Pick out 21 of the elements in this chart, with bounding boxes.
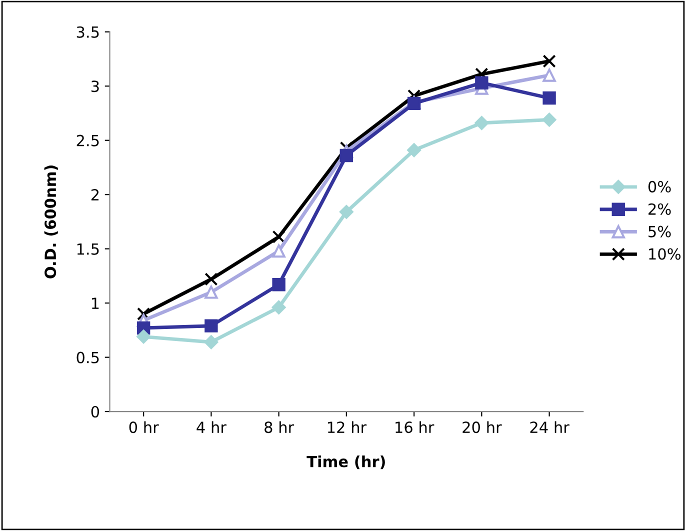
x-tick-label: 0 hr bbox=[129, 421, 159, 434]
legend-label: 10% bbox=[649, 248, 681, 260]
y-tick-label: 1.5 bbox=[77, 243, 99, 255]
y-tick-label: 0.5 bbox=[76, 352, 99, 364]
y-tick-label: 0 bbox=[91, 406, 100, 418]
x-tick-label: 8 hr bbox=[264, 421, 294, 434]
legend-label: 0% bbox=[648, 180, 671, 192]
x-tick-label: 24 hr bbox=[530, 421, 570, 433]
y-tick-label: 2 bbox=[91, 189, 99, 200]
legend-label: 2% bbox=[648, 203, 671, 215]
y-tick-label: 2.5 bbox=[76, 134, 99, 146]
y-tick-label: 1 bbox=[92, 298, 99, 309]
x-tick-label: 4 hr bbox=[196, 421, 226, 433]
x-tick-label: 20 hr bbox=[462, 421, 502, 434]
y-axis-title: O.D. (600nm) bbox=[44, 166, 58, 278]
y-tick-label: 3 bbox=[91, 80, 99, 92]
legend-label: 5% bbox=[648, 226, 671, 238]
x-tick-label: 16 hr bbox=[396, 421, 434, 434]
y-tick-label: 3.5 bbox=[76, 26, 99, 38]
x-axis-title: Time (hr) bbox=[306, 455, 385, 470]
x-tick-label: 12 hr bbox=[328, 421, 367, 433]
